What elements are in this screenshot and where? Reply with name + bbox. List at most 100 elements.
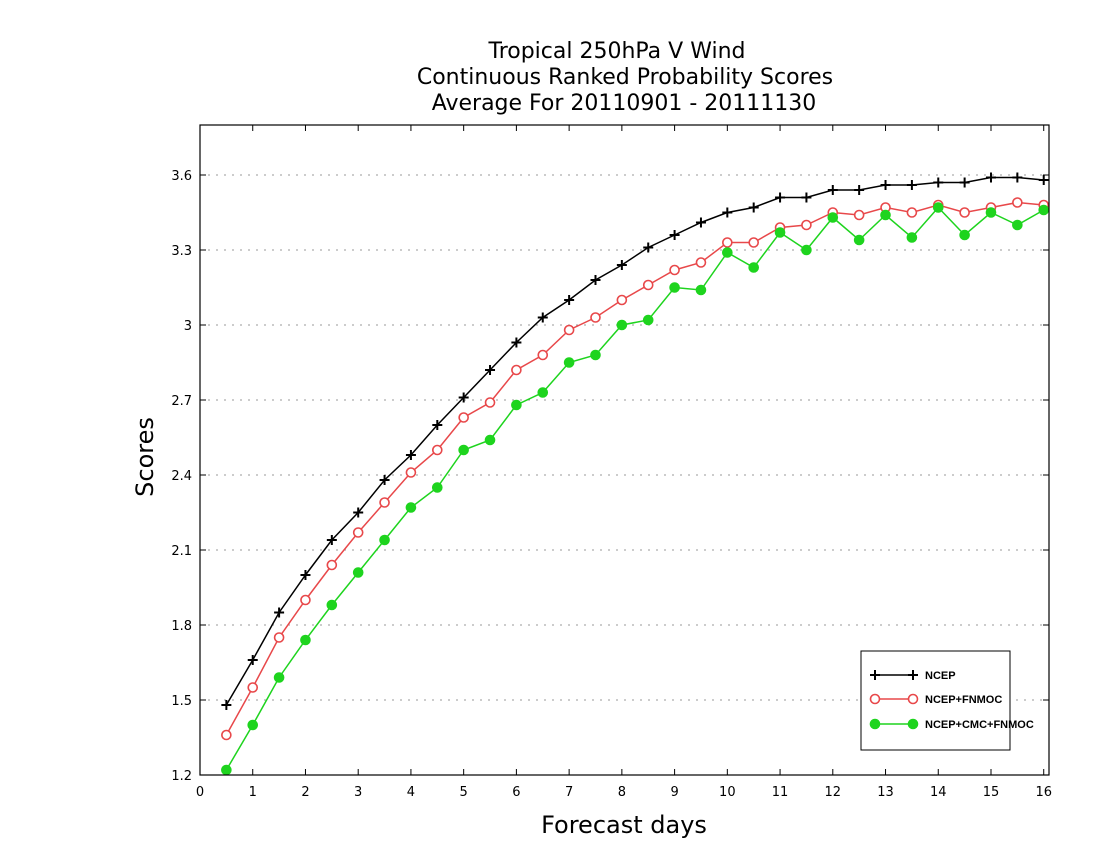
x-tick-label: 2	[301, 785, 309, 800]
data-point	[379, 475, 390, 485]
data-point	[405, 467, 417, 478]
data-point	[537, 312, 548, 323]
chart-title-line-2: Continuous Ranked Probability Scores	[417, 65, 833, 90]
data-point	[353, 507, 364, 518]
data-point	[379, 497, 390, 508]
data-point	[1038, 175, 1049, 185]
legend-label: NCEP	[925, 670, 956, 682]
data-point	[748, 237, 759, 248]
data-point	[906, 207, 918, 218]
series-layer	[221, 172, 1050, 776]
y-tick-label: 3	[184, 319, 192, 334]
data-point	[273, 672, 285, 683]
grid	[200, 174, 1049, 701]
data-point	[669, 282, 680, 293]
data-point	[458, 444, 469, 456]
x-tick-label: 15	[983, 785, 1000, 800]
data-point	[1012, 172, 1023, 183]
data-point	[458, 392, 469, 403]
data-point	[722, 247, 733, 258]
x-tick-label: 16	[1035, 785, 1052, 800]
x-tick-label: 6	[512, 785, 520, 800]
data-point	[432, 420, 443, 430]
data-point	[853, 234, 865, 246]
legend-marker	[869, 693, 881, 705]
data-point	[431, 482, 443, 493]
data-point	[1038, 204, 1050, 216]
data-point	[906, 180, 917, 190]
data-point	[300, 594, 311, 606]
y-tick-label: 1.2	[171, 769, 192, 784]
chart-title-line-3: Average For 20110901 - 20111130	[432, 91, 817, 116]
y-tick-label: 2.4	[171, 469, 192, 484]
x-tick-label: 4	[407, 785, 415, 800]
data-point	[590, 349, 601, 361]
x-tick-label: 7	[565, 785, 573, 800]
data-point	[959, 229, 970, 241]
data-point	[827, 185, 838, 195]
x-tick-label: 0	[196, 785, 204, 800]
x-tick-label: 3	[354, 785, 362, 800]
data-point	[511, 337, 522, 348]
data-point	[352, 527, 364, 538]
axis-ticks: 1.21.51.82.12.42.733.33.60 1 2 3 4 5 6 7 8 9 10 11 1…	[171, 125, 1052, 800]
data-point	[484, 397, 496, 408]
data-point	[431, 444, 443, 456]
data-point	[748, 202, 759, 213]
data-point	[669, 230, 680, 240]
legend-marker	[907, 693, 919, 705]
data-point	[300, 570, 311, 580]
data-point	[827, 212, 839, 223]
x-tick-label: 13	[877, 785, 894, 800]
series-line	[225, 206, 1045, 771]
data-point	[1012, 197, 1023, 208]
data-point	[774, 227, 786, 238]
data-point	[564, 295, 575, 305]
data-point	[853, 209, 865, 221]
x-tick-label: 1	[249, 785, 257, 800]
x-tick-label: 5	[460, 785, 468, 800]
legend-marker	[908, 670, 918, 680]
data-point	[959, 207, 970, 218]
data-point	[273, 632, 285, 643]
y-tick-label: 1.8	[171, 619, 192, 634]
data-point	[511, 364, 522, 376]
x-tick-label: 11	[772, 785, 789, 800]
data-point	[669, 264, 680, 276]
data-point	[616, 319, 628, 331]
legend-item-2: NCEP+CMC+FNMOC	[869, 718, 1034, 731]
data-point	[775, 192, 786, 203]
legend-item-0: NCEP	[870, 670, 956, 682]
plot-frame	[199, 124, 1050, 776]
legend-label: NCEP+CMC+FNMOC	[925, 719, 1034, 731]
data-point	[247, 682, 259, 693]
x-tick-label: 14	[930, 785, 947, 800]
data-point	[1012, 219, 1023, 231]
data-point	[880, 209, 891, 221]
legend-box	[860, 650, 1011, 751]
data-point	[221, 729, 232, 741]
data-point	[616, 294, 628, 306]
data-point	[906, 232, 918, 243]
data-point	[405, 502, 417, 513]
data-point	[722, 207, 733, 218]
x-tick-label: 9	[670, 785, 678, 800]
data-point	[590, 275, 601, 285]
data-point	[748, 262, 759, 273]
data-point	[458, 412, 469, 423]
series-0	[221, 172, 1049, 710]
data-point	[326, 535, 337, 545]
data-point	[485, 365, 496, 375]
data-point	[563, 324, 575, 336]
legend: NCEP NCEP+FNMOC NCEP+CMC+FNMOC	[860, 650, 1034, 751]
data-point	[616, 260, 627, 270]
data-point	[642, 314, 654, 326]
data-point	[801, 219, 812, 231]
data-point	[405, 450, 416, 460]
y-tick-label: 2.7	[171, 394, 192, 409]
data-point	[537, 349, 549, 361]
y-tick-label: 3.3	[171, 244, 192, 259]
series-2	[221, 202, 1050, 776]
data-point	[695, 217, 706, 228]
data-point	[695, 284, 707, 296]
